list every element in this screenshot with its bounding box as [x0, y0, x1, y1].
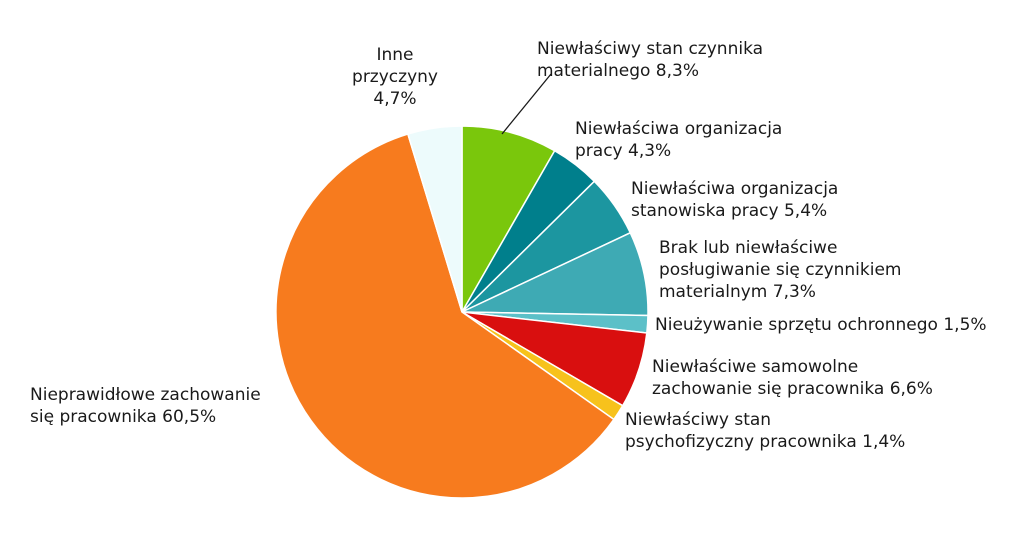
label-line: Nieprawidłowe zachowanie	[30, 385, 261, 405]
label-line: przyczyny	[352, 67, 438, 87]
label-line: psychofizyczny pracownika 1,4%	[625, 432, 906, 452]
label-handling: Brak lub niewłaściwe posługiwanie się cz…	[659, 237, 901, 303]
label-line: stanowiska pracy 5,4%	[631, 201, 828, 221]
label-line: Niewłaściwe samowolne	[652, 357, 859, 377]
label-line: Niewłaściwa organizacja	[575, 119, 783, 139]
label-line: Niewłaściwa organizacja	[631, 179, 839, 199]
leader-line-material-state	[501, 73, 552, 135]
label-improper-behavior: Nieprawidłowe zachowanie się pracownika …	[30, 384, 261, 428]
label-line: Inne	[376, 45, 414, 65]
label-line: Brak lub niewłaściwe	[659, 238, 838, 258]
label-line: pracy 4,3%	[575, 141, 672, 161]
pie-slices	[275, 125, 649, 499]
label-station-organization: Niewłaściwa organizacja stanowiska pracy…	[631, 178, 838, 222]
label-line: materialnego 8,3%	[537, 61, 699, 81]
label-work-organization: Niewłaściwa organizacja pracy 4,3%	[575, 118, 782, 162]
label-line: Niewłaściwy stan	[625, 410, 772, 430]
label-line: zachowanie się pracownika 6,6%	[652, 379, 933, 399]
pie-slice-1	[461, 125, 556, 315]
label-line: Niewłaściwy stan czynnika	[537, 39, 764, 59]
label-line: posługiwanie się czynnikiem	[659, 260, 902, 280]
pie-slice-8	[275, 133, 615, 499]
label-line: 4,7%	[373, 89, 417, 109]
label-other-causes: Inne przyczyny 4,7%	[335, 44, 455, 110]
label-psychophysical: Niewłaściwy stan psychofizyczny pracowni…	[625, 409, 905, 453]
label-line: się pracownika 60,5%	[30, 407, 217, 427]
label-material-state: Niewłaściwy stan czynnika materialnego 8…	[537, 38, 763, 82]
label-protective-equipment: Nieużywanie sprzętu ochronnego 1,5%	[655, 314, 987, 336]
label-line: materialnym 7,3%	[659, 282, 816, 302]
label-arbitrary-behavior: Niewłaściwe samowolne zachowanie się pra…	[652, 356, 933, 400]
label-line: Nieużywanie sprzętu ochronnego 1,5%	[655, 315, 987, 335]
pie-slice-9	[406, 125, 463, 313]
